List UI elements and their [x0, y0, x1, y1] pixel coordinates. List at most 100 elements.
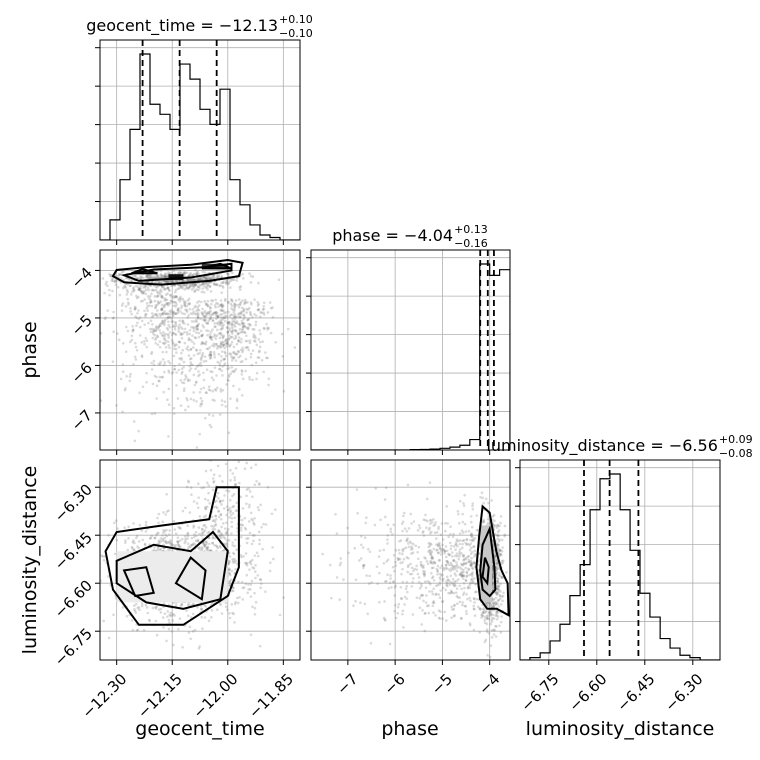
- sample-point: [188, 369, 191, 373]
- sample-point: [162, 287, 165, 290]
- sample-point: [218, 367, 222, 371]
- sample-point: [212, 481, 215, 484]
- sample-point: [256, 300, 259, 304]
- sample-point: [177, 545, 181, 549]
- sample-point: [262, 301, 266, 305]
- sample-point: [155, 290, 159, 294]
- sample-point: [183, 330, 186, 334]
- sample-point: [252, 539, 255, 543]
- sample-point: [157, 521, 160, 525]
- sample-point: [186, 537, 189, 540]
- sample-point: [136, 628, 140, 632]
- sample-point: [232, 345, 236, 349]
- sample-point: [127, 537, 130, 540]
- sample-point: [174, 295, 178, 299]
- sample-point: [428, 526, 432, 530]
- sample-point: [132, 275, 135, 278]
- sample-point: [495, 591, 498, 594]
- sample-point: [164, 275, 167, 278]
- sample-point: [422, 572, 425, 575]
- sample-point: [233, 321, 237, 325]
- sample-point: [107, 533, 110, 537]
- sample-point: [163, 275, 166, 279]
- sample-point: [248, 272, 251, 275]
- sample-point: [138, 608, 141, 612]
- sample-point: [221, 343, 225, 347]
- sample-point: [398, 539, 401, 543]
- sample-point: [192, 535, 196, 539]
- sample-point: [452, 614, 456, 618]
- sample-point: [218, 367, 221, 371]
- sample-point: [166, 328, 170, 331]
- sample-point: [213, 527, 217, 531]
- sample-point: [226, 378, 230, 381]
- sample-point: [186, 378, 190, 381]
- sample-point: [448, 553, 452, 557]
- sample-point: [189, 347, 193, 351]
- sample-point: [494, 596, 498, 600]
- sample-point: [361, 564, 365, 568]
- sample-point: [221, 284, 224, 288]
- sample-point: [394, 584, 397, 588]
- sample-point: [192, 326, 195, 329]
- sample-point: [162, 285, 166, 288]
- sample-point: [200, 334, 204, 338]
- sample-point: [112, 330, 115, 334]
- sample-point: [124, 539, 127, 542]
- sample-point: [486, 616, 489, 619]
- sample-point: [209, 356, 213, 360]
- sample-point: [199, 348, 202, 352]
- sample-point: [153, 294, 157, 298]
- sample-point: [169, 299, 173, 302]
- sample-point: [246, 318, 250, 322]
- sample-point: [192, 524, 196, 527]
- sample-point: [201, 282, 205, 285]
- sample-point: [213, 366, 217, 369]
- sample-point: [464, 530, 468, 533]
- sample-point: [163, 310, 166, 313]
- sample-point: [218, 332, 221, 335]
- sample-point: [206, 277, 209, 281]
- sample-point: [470, 573, 473, 576]
- sample-point: [243, 467, 247, 471]
- sample-point: [192, 533, 196, 536]
- sample-point: [214, 342, 218, 346]
- sample-point: [167, 435, 170, 438]
- sample-point: [462, 555, 466, 558]
- sample-point: [181, 312, 184, 315]
- sample-point: [226, 339, 230, 343]
- sample-point: [204, 505, 207, 509]
- sample-point: [488, 611, 491, 615]
- sample-point: [249, 355, 253, 359]
- sample-point: [155, 295, 159, 298]
- sample-point: [188, 278, 191, 282]
- sample-point: [177, 327, 181, 331]
- sample-point: [442, 547, 445, 551]
- sample-point: [444, 529, 447, 533]
- sample-point: [444, 545, 448, 548]
- sample-point: [187, 631, 191, 634]
- sample-point: [160, 285, 164, 288]
- sample-point: [136, 295, 140, 299]
- sample-point: [168, 310, 172, 313]
- sample-point: [463, 604, 467, 608]
- sample-point: [419, 563, 423, 566]
- sample-point: [452, 591, 456, 595]
- sample-point: [462, 558, 465, 562]
- sample-point: [195, 320, 198, 323]
- sample-point: [423, 629, 427, 633]
- sample-point: [494, 557, 498, 560]
- sample-point: [164, 272, 167, 276]
- sample-point: [139, 284, 142, 288]
- sample-point: [174, 305, 178, 308]
- sample-point: [90, 303, 93, 306]
- sample-point: [156, 516, 159, 520]
- sample-point: [163, 288, 167, 291]
- sample-point: [165, 541, 169, 545]
- sample-point: [206, 311, 210, 314]
- sample-point: [132, 328, 135, 332]
- sample-point: [454, 554, 457, 558]
- sample-point: [421, 593, 424, 597]
- sample-point: [220, 313, 224, 316]
- sample-point: [102, 619, 105, 623]
